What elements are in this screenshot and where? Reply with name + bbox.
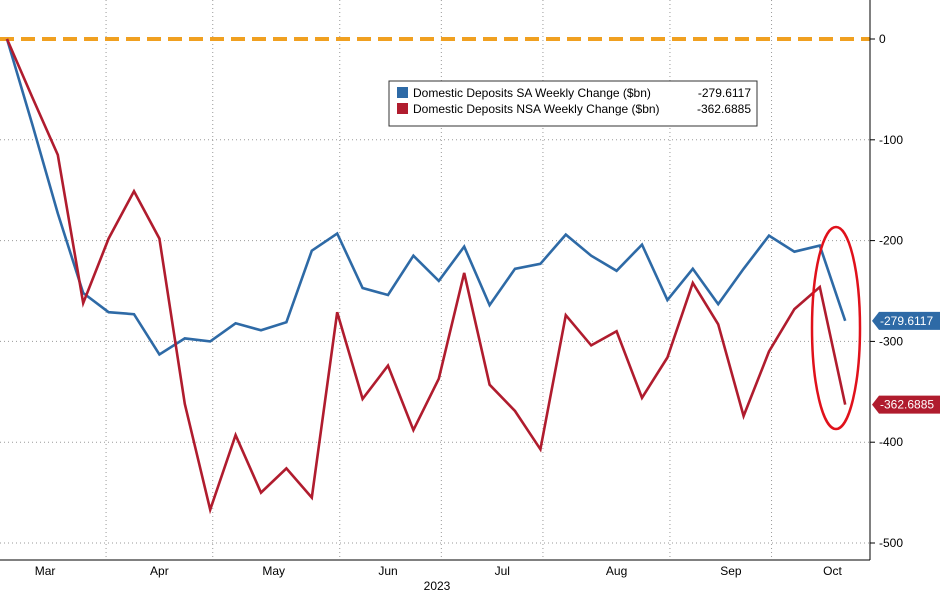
x-axis-label: 2023	[424, 579, 451, 593]
x-tick-label: Apr	[150, 564, 169, 578]
y-tick-label: -500	[879, 536, 903, 550]
legend-swatch-sa	[397, 87, 408, 98]
x-tick-label: Mar	[35, 564, 56, 578]
y-tick-label: -200	[879, 234, 903, 248]
legend-value-nsa: -362.6885	[697, 102, 751, 116]
x-tick-label: Jun	[378, 564, 397, 578]
y-tick-label: 0	[879, 32, 886, 46]
value-tag-nsa	[872, 395, 940, 414]
nsa-series-line	[5, 38, 847, 515]
legend-label-sa: Domestic Deposits SA Weekly Change ($bn)	[413, 86, 651, 100]
legend-swatch-nsa	[397, 103, 408, 114]
axes: 0 -100 -200 -300 -400 -500 Mar Apr May Jun Jul Aug S…	[0, 0, 903, 593]
x-tick-label: Sep	[720, 564, 742, 578]
annotation-layer	[810, 225, 862, 431]
x-tick-label: Oct	[823, 564, 842, 578]
x-tick-label: Jul	[495, 564, 510, 578]
value-tag-sa-label: -279.6117	[880, 314, 933, 328]
value-tag-nsa-label: -362.6885	[880, 398, 934, 412]
legend-label-nsa: Domestic Deposits NSA Weekly Change ($bn…	[413, 102, 660, 116]
value-tags: -279.6117 -362.6885	[872, 311, 940, 414]
x-tick-label: Aug	[606, 564, 627, 578]
series-layer	[5, 38, 847, 515]
y-tick-label: -100	[879, 133, 903, 147]
y-tick-label: -400	[879, 435, 903, 449]
grid	[0, 0, 870, 560]
sa-series-line	[5, 38, 847, 357]
x-tick-label: May	[262, 564, 285, 578]
value-tag-sa	[872, 311, 940, 330]
highlight-ellipse	[810, 225, 862, 431]
y-tick-label: -300	[879, 334, 903, 348]
legend: Domestic Deposits SA Weekly Change ($bn)…	[388, 80, 758, 127]
legend-box	[388, 80, 758, 127]
legend-value-sa: -279.6117	[698, 86, 751, 100]
